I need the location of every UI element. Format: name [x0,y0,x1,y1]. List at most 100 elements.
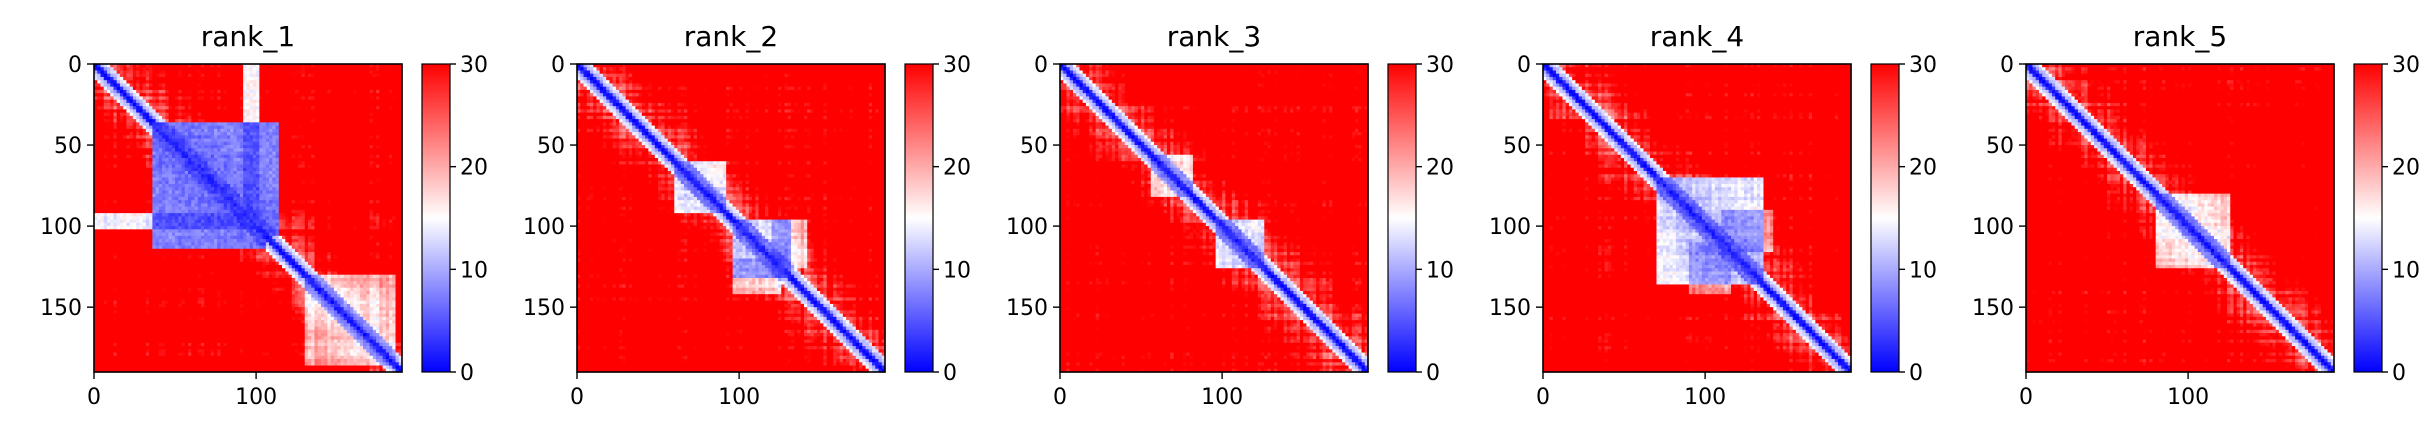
heatmap-cell [317,67,322,72]
heatmap-cell [304,76,309,81]
heatmap-cell [175,102,179,107]
heatmap-cell [139,80,144,85]
heatmap-cell [103,109,108,114]
heatmap-cell [317,106,322,110]
heatmap-cell [324,76,329,81]
heatmap-cell [207,70,212,75]
heatmap-cell [366,96,371,101]
heatmap-cell [132,83,137,88]
heatmap-cell [291,70,296,75]
heatmap-cell [100,70,105,75]
heatmap-cell [314,83,319,88]
heatmap-cell [239,67,244,72]
heatmap-cell [136,89,140,94]
heatmap-cell [171,76,176,81]
heatmap-cell [152,89,157,94]
heatmap-cell [168,86,173,91]
heatmap-cell [126,112,131,117]
heatmap-cell [314,96,319,101]
heatmap-cell [256,106,260,110]
heatmap-cell [379,83,384,88]
heatmap-cell [246,80,251,85]
heatmap-cell [259,102,264,107]
heatmap-cell [259,67,264,72]
heatmap-cell [136,112,140,117]
heatmap-cell [129,80,134,85]
heatmap-cell [311,106,316,110]
heatmap-cell [307,96,312,101]
heatmap-cell [333,86,338,91]
heatmap-cell [340,112,345,117]
heatmap-cell [197,99,202,104]
heatmap-cell [346,73,351,78]
heatmap-cell [298,76,303,81]
heatmap-cell [301,106,306,110]
heatmap-cell [269,70,273,75]
heatmap-cell [376,70,380,75]
heatmap-cell [188,109,192,114]
heatmap-cell [152,70,157,75]
heatmap-cell [139,99,144,104]
heatmap-cell [269,102,273,107]
heatmap-cell [249,93,254,98]
heatmap-cell [288,102,293,107]
heatmap-cell [129,67,134,72]
heatmap-cell [223,112,228,117]
heatmap-cell [116,80,121,85]
heatmap-cell [94,106,98,110]
heatmap-cell [100,73,105,78]
heatmap-cell [275,76,280,81]
heatmap-cell [194,86,199,91]
heatmap-cell [162,64,166,68]
heatmap-cell [398,89,403,94]
heatmap-cell [230,93,235,98]
heatmap-cell [197,64,202,68]
heatmap-cell [359,93,364,98]
heatmap-cell [200,64,205,68]
heatmap-cell [210,70,215,75]
heatmap-cell [94,80,98,85]
heatmap-cell [262,112,267,117]
heatmap-cell [233,96,238,101]
heatmap-cell [213,86,218,91]
heatmap-cell [333,89,338,94]
heatmap-cell [168,80,173,85]
heatmap-cell [288,83,293,88]
heatmap-cell [285,80,290,85]
heatmap-cell [239,70,244,75]
heatmap-cell [298,80,303,85]
heatmap-cell [246,86,251,91]
heatmap-cell [171,86,176,91]
heatmap-cell [207,64,212,68]
heatmap-cell [337,73,341,78]
heatmap-cell [363,67,367,72]
heatmap-cell [97,106,102,110]
heatmap-cell [110,102,115,107]
heatmap-cell [220,93,225,98]
heatmap-cell [162,99,166,104]
heatmap-cell [275,99,280,104]
heatmap-cell [295,80,299,85]
heatmap-cell [165,102,170,107]
heatmap-cell [340,109,345,114]
heatmap-cell [259,109,264,114]
heatmap-cell [233,76,238,81]
heatmap-cell [262,64,267,68]
heatmap-cell [129,99,134,104]
heatmap-cell [337,83,341,88]
heatmap-cell [116,73,121,78]
heatmap-cell [291,67,296,72]
heatmap-cell [282,112,286,117]
heatmap-cell [359,73,364,78]
heatmap-cell [340,76,345,81]
heatmap-cell [171,109,176,114]
heatmap-cell [152,112,157,117]
heatmap-cell [298,70,303,75]
heatmap-cell [346,93,351,98]
heatmap-cell [252,102,257,107]
heatmap-cell [376,73,380,78]
heatmap-cell [152,86,157,91]
heatmap-cell [197,76,202,81]
heatmap-cell [103,106,108,110]
